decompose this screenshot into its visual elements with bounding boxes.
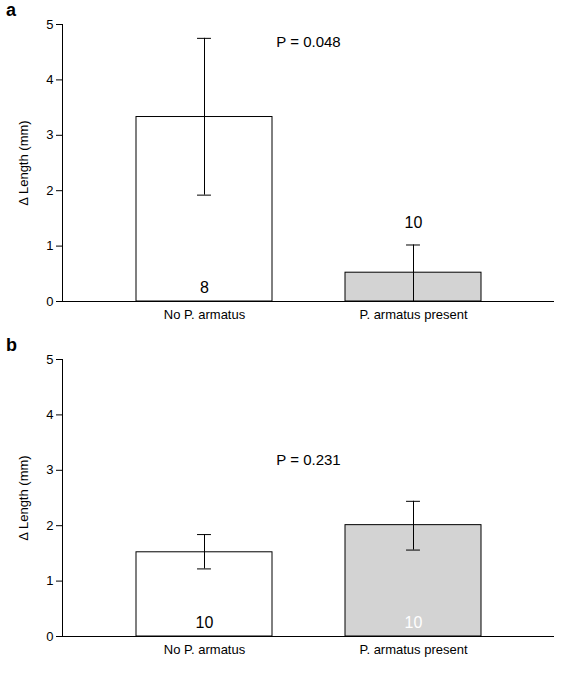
svg-text:4: 4: [46, 72, 53, 87]
svg-text:5: 5: [46, 352, 53, 367]
svg-text:2: 2: [46, 518, 53, 533]
svg-text:3: 3: [46, 127, 53, 142]
svg-text:4: 4: [46, 407, 53, 422]
svg-text:0: 0: [46, 294, 53, 309]
svg-text:10: 10: [405, 614, 423, 631]
svg-text:1: 1: [46, 573, 53, 588]
svg-text:0: 0: [46, 629, 53, 644]
svg-text:P = 0.048: P = 0.048: [276, 33, 340, 50]
svg-text:8: 8: [200, 279, 209, 296]
svg-text:P. armatus present: P. armatus present: [359, 307, 468, 322]
svg-text:3: 3: [46, 462, 53, 477]
svg-text:Δ Length (mm): Δ Length (mm): [16, 120, 31, 205]
svg-text:P. armatus present: P. armatus present: [359, 642, 468, 657]
svg-text:10: 10: [405, 214, 423, 231]
svg-text:No P. armatus: No P. armatus: [164, 642, 246, 657]
svg-text:10: 10: [196, 614, 214, 631]
svg-text:2: 2: [46, 183, 53, 198]
svg-text:5: 5: [46, 17, 53, 32]
svg-text:No P. armatus: No P. armatus: [164, 307, 246, 322]
svg-text:Δ Length (mm): Δ Length (mm): [16, 455, 31, 540]
svg-text:P = 0.231: P = 0.231: [276, 451, 340, 468]
html-text:b: b: [6, 335, 17, 355]
html-text:a: a: [6, 0, 16, 20]
svg-text:1: 1: [46, 238, 53, 253]
